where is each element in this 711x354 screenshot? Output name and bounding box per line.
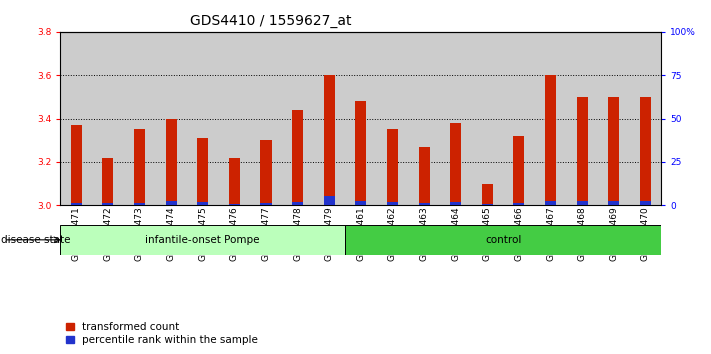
Bar — [324, 195, 335, 205]
Bar — [440, 32, 471, 205]
Bar — [229, 158, 240, 205]
Bar — [134, 130, 145, 205]
Bar — [513, 203, 525, 205]
Bar — [60, 32, 92, 205]
Bar — [377, 32, 408, 205]
Bar — [292, 110, 303, 205]
Bar — [292, 202, 303, 205]
Bar — [250, 32, 282, 205]
Bar — [503, 32, 535, 205]
Bar — [282, 32, 314, 205]
Bar — [609, 201, 619, 205]
Bar — [60, 225, 345, 255]
Bar — [218, 32, 250, 205]
Bar — [609, 97, 619, 205]
Bar — [356, 101, 366, 205]
Bar — [387, 202, 398, 205]
Bar — [70, 203, 82, 205]
Bar — [260, 140, 272, 205]
Bar — [640, 97, 651, 205]
Bar — [450, 202, 461, 205]
Bar — [155, 32, 187, 205]
Bar — [229, 204, 240, 205]
Bar — [630, 32, 661, 205]
Bar — [356, 201, 366, 205]
Bar — [471, 32, 503, 205]
Legend: transformed count, percentile rank within the sample: transformed count, percentile rank withi… — [65, 322, 258, 345]
Bar — [598, 32, 630, 205]
Bar — [187, 32, 218, 205]
Bar — [535, 32, 567, 205]
Text: control: control — [485, 235, 521, 245]
Bar — [102, 158, 113, 205]
Bar — [124, 32, 155, 205]
Text: disease state: disease state — [1, 235, 70, 245]
Bar — [166, 201, 176, 205]
Text: GDS4410 / 1559627_at: GDS4410 / 1559627_at — [190, 14, 351, 28]
Bar — [450, 123, 461, 205]
Bar — [567, 32, 598, 205]
Bar — [408, 32, 440, 205]
Bar — [102, 203, 113, 205]
Bar — [197, 202, 208, 205]
Bar — [345, 32, 377, 205]
Bar — [324, 75, 335, 205]
Bar — [166, 119, 176, 205]
Bar — [197, 138, 208, 205]
Bar — [314, 32, 345, 205]
Bar — [577, 97, 588, 205]
Bar — [545, 75, 556, 205]
Bar — [482, 184, 493, 205]
Bar — [577, 201, 588, 205]
Bar — [513, 136, 525, 205]
Bar — [482, 204, 493, 205]
Bar — [545, 201, 556, 205]
Bar — [70, 125, 82, 205]
Bar — [387, 130, 398, 205]
Bar — [345, 225, 661, 255]
Bar — [419, 147, 429, 205]
Text: infantile-onset Pompe: infantile-onset Pompe — [146, 235, 260, 245]
Bar — [134, 203, 145, 205]
Bar — [92, 32, 124, 205]
Bar — [260, 203, 272, 205]
Bar — [640, 201, 651, 205]
Bar — [419, 203, 429, 205]
